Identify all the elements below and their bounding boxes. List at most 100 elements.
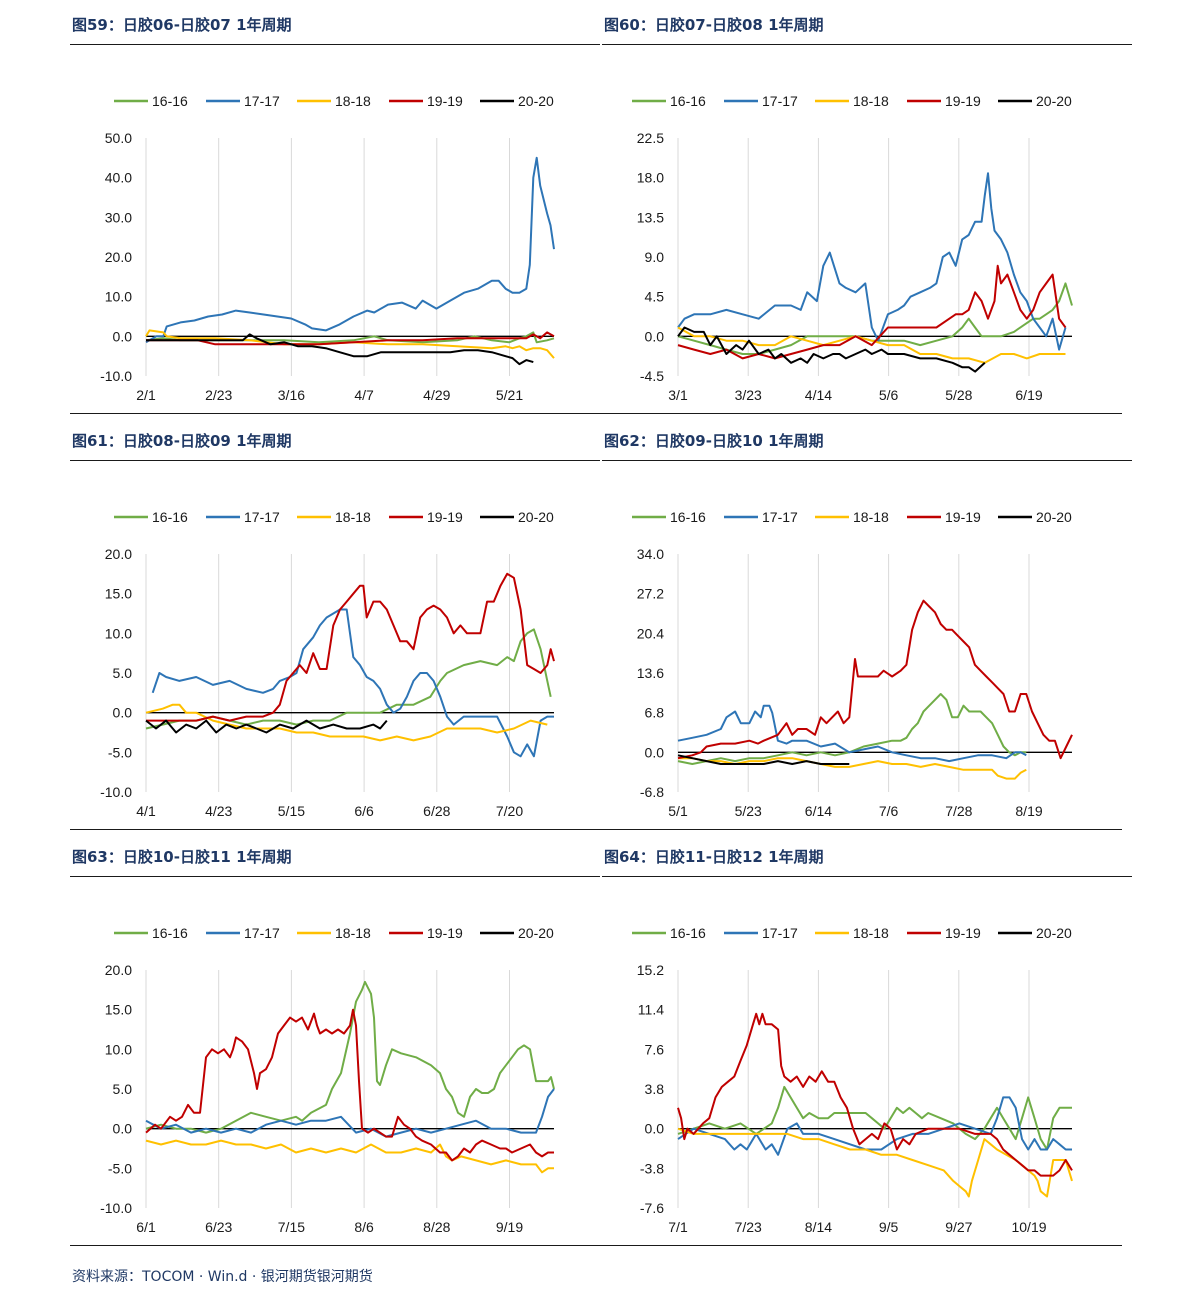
source-note: 资料来源：TOCOM · Win.d · 银河期货银河期货 (72, 1269, 373, 1285)
x-tick-label: 9/19 (496, 1219, 523, 1235)
x-tick-label: 9/5 (879, 1219, 899, 1235)
legend-label-18-18: 18-18 (335, 93, 371, 109)
x-tick-label: 6/19 (1015, 387, 1042, 403)
chart-title: 图64：日胶11-日胶12 1年周期 (604, 848, 824, 866)
y-tick-label: 7.6 (645, 1041, 665, 1057)
series-line-17-17 (145, 1088, 555, 1138)
legend-label-20-20: 20-20 (518, 93, 554, 109)
line-chart: 16-16 17-17 18-18 19-19 20-20 34.0 27.2 20.4 13.… (632, 509, 1073, 819)
series-line-18-18 (677, 1127, 1073, 1198)
y-tick-label: -6.8 (640, 784, 664, 800)
x-tick-label: 7/6 (879, 803, 899, 819)
y-tick-label: 11.4 (638, 1002, 664, 1018)
legend-label-17-17: 17-17 (762, 509, 798, 525)
y-tick-label: 34.0 (637, 546, 664, 562)
line-chart: 16-16 17-17 18-18 19-19 20-20 15.2 11.4 7.6 3.8 0… (632, 925, 1073, 1235)
y-tick-label: 10.0 (105, 289, 132, 305)
x-tick-label: 6/28 (423, 803, 450, 819)
legend-label-16-16: 16-16 (152, 509, 188, 525)
legend-label-17-17: 17-17 (244, 509, 280, 525)
x-tick-label: 7/15 (278, 1219, 305, 1235)
y-tick-label: 18.0 (637, 170, 664, 186)
legend: 16-16 17-17 18-18 19-19 20-20 (632, 925, 1072, 941)
series-line-18-18 (145, 329, 555, 359)
legend-label-16-16: 16-16 (152, 925, 188, 941)
legend-label-18-18: 18-18 (335, 925, 371, 941)
y-tick-label: 20.0 (105, 249, 132, 265)
series-line-17-17 (151, 608, 554, 758)
chart-panel-62: 图62：日胶09-日胶10 1年周期 16-16 17-17 18-18 19-19 2… (602, 430, 1132, 825)
x-tick-label: 2/23 (205, 387, 232, 403)
series-line-17-17 (677, 172, 1067, 351)
legend: 16-16 17-17 18-18 19-19 20-20 (632, 93, 1072, 109)
legend-label-19-19: 19-19 (427, 925, 463, 941)
y-tick-label: 10.0 (105, 1041, 132, 1057)
y-tick-label: 20.0 (105, 962, 132, 978)
x-tick-label: 7/20 (496, 803, 523, 819)
x-tick-label: 6/1 (136, 1219, 156, 1235)
legend-label-20-20: 20-20 (1036, 925, 1072, 941)
legend-label-16-16: 16-16 (152, 93, 188, 109)
x-tick-label: 4/23 (205, 803, 232, 819)
y-tick-label: 15.2 (637, 962, 664, 978)
legend-label-17-17: 17-17 (762, 93, 798, 109)
y-tick-label: 50.0 (105, 130, 132, 146)
chart-panel-59: 图59：日胶06-日胶07 1年周期 16-16 17-17 18-18 19-19 2… (70, 14, 600, 409)
y-tick-label: 0.0 (113, 328, 133, 344)
row-divider (70, 1245, 1122, 1246)
x-tick-label: 3/23 (735, 387, 762, 403)
y-tick-label: 0.0 (113, 1121, 133, 1137)
title-divider (70, 44, 600, 45)
row-divider (70, 413, 1122, 414)
y-tick-label: 0.0 (113, 705, 133, 721)
x-tick-label: 3/16 (278, 387, 305, 403)
series-line-20-20 (146, 333, 534, 366)
y-tick-label: -5.0 (108, 744, 132, 760)
legend-label-20-20: 20-20 (518, 509, 554, 525)
legend-label-19-19: 19-19 (427, 93, 463, 109)
y-tick-label: -10.0 (100, 1200, 132, 1216)
x-tick-label: 6/6 (354, 803, 374, 819)
legend-label-20-20: 20-20 (1036, 93, 1072, 109)
chart-panel-64: 图64：日胶11-日胶12 1年周期 16-16 17-17 18-18 19-19 2… (602, 846, 1132, 1241)
line-chart: 16-16 17-17 18-18 19-19 20-20 20.0 15.0 10.0 5.0… (100, 509, 555, 819)
chart-title: 图63：日胶10-日胶11 1年周期 (72, 848, 292, 866)
series-line-19-19 (677, 1012, 1073, 1177)
legend: 16-16 17-17 18-18 19-19 20-20 (114, 93, 554, 109)
y-tick-label: 10.0 (105, 625, 132, 641)
y-tick-label: 4.5 (645, 289, 665, 305)
chart-panel-63: 图63：日胶10-日胶11 1年周期 16-16 17-17 18-18 19-19 2… (70, 846, 600, 1241)
y-tick-label: -3.8 (640, 1160, 664, 1176)
legend-label-17-17: 17-17 (244, 93, 280, 109)
y-tick-label: -7.6 (640, 1200, 664, 1216)
row-divider (70, 829, 1122, 830)
legend-label-17-17: 17-17 (244, 925, 280, 941)
y-tick-label: 27.2 (637, 586, 664, 602)
x-tick-label: 5/6 (879, 387, 899, 403)
x-tick-label: 5/21 (496, 387, 523, 403)
x-tick-label: 5/28 (945, 387, 972, 403)
legend: 16-16 17-17 18-18 19-19 20-20 (114, 925, 554, 941)
x-tick-label: 4/29 (423, 387, 450, 403)
chart-title: 图59：日胶06-日胶07 1年周期 (72, 16, 292, 34)
x-tick-label: 8/14 (805, 1219, 832, 1235)
x-tick-label: 2/1 (136, 387, 156, 403)
y-tick-label: 40.0 (105, 170, 132, 186)
series-line-18-18 (145, 1139, 554, 1174)
y-tick-label: 20.4 (637, 625, 664, 641)
legend-label-18-18: 18-18 (853, 93, 889, 109)
y-tick-label: 20.0 (105, 546, 132, 562)
y-tick-label: -10.0 (100, 368, 132, 384)
chart-title: 图61：日胶08-日胶09 1年周期 (72, 432, 292, 450)
series-line-16-16 (145, 628, 552, 730)
chart-panel-60: 图60：日胶07-日胶08 1年周期 16-16 17-17 18-18 19-19 2… (602, 14, 1132, 409)
legend-label-20-20: 20-20 (1036, 509, 1072, 525)
series-line-16-16 (677, 1085, 1072, 1151)
series-line-16-16 (145, 980, 555, 1134)
chart-title: 图60：日胶07-日胶08 1年周期 (604, 16, 824, 34)
title-divider (602, 44, 1132, 45)
y-tick-label: 3.8 (645, 1081, 665, 1097)
series-line-17-17 (677, 1096, 1072, 1156)
y-tick-label: 6.8 (645, 705, 665, 721)
chart-title: 图62：日胶09-日胶10 1年周期 (604, 432, 824, 450)
